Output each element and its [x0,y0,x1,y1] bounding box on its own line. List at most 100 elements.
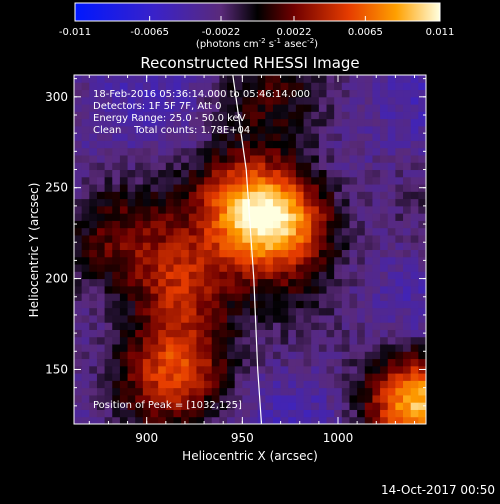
heatmap-cell [387,293,396,301]
y-tick-label: 200 [45,272,68,286]
heatmap-cell [74,104,83,112]
heatmap-cell [395,293,404,301]
heatmap-cell [196,416,205,424]
heatmap-cell [173,82,182,91]
heatmap-cell [349,234,358,243]
heatmap-cell [242,198,251,207]
heatmap-cell [410,191,419,200]
heatmap-cell [257,322,266,330]
heatmap-cell [250,198,259,207]
heatmap-cell [104,278,113,287]
heatmap-cell [181,162,190,171]
heatmap-cell [357,387,366,396]
heatmap-cell [104,184,113,192]
heatmap-cell [288,336,297,345]
heatmap-cell [372,256,381,265]
heatmap-cell [357,234,366,243]
heatmap-cell [265,205,274,214]
heatmap-cell [295,329,305,338]
heatmap-cell [165,133,174,141]
heatmap-cell [74,322,83,330]
heatmap-cell [364,387,373,396]
heatmap-cell [158,75,167,83]
heatmap-cell [349,140,358,149]
info-peak: Position of Peak = [1032,125] [93,400,242,411]
heatmap-cell [188,176,197,185]
heatmap-cell [150,300,159,309]
heatmap-cell [158,285,167,294]
heatmap-cell [112,264,121,272]
heatmap-cell [387,402,396,410]
heatmap-cell [181,227,190,236]
heatmap-cell [349,387,358,396]
heatmap-cell [234,358,243,367]
heatmap-cell [357,205,366,214]
heatmap-cell [211,213,220,221]
heatmap-cell [165,394,174,403]
heatmap-cell [403,147,412,156]
heatmap-cell [150,75,159,83]
heatmap-cell [219,242,228,250]
heatmap-cell [127,358,136,367]
heatmap-cell [142,285,152,294]
heatmap-cell [74,213,83,221]
heatmap-cell [96,89,106,98]
heatmap-cell [119,191,129,200]
heatmap-cell [173,409,182,418]
heatmap-cell [280,104,289,112]
heatmap-cell [234,162,243,171]
heatmap-cell [364,118,373,127]
heatmap-cell [127,220,136,229]
heatmap-cell [89,329,98,338]
heatmap-cell [142,336,152,345]
heatmap-cell [150,285,159,294]
heatmap-cell [280,293,289,301]
heatmap-cell [211,227,220,236]
heatmap-cell [219,351,228,360]
heatmap-cell [150,176,159,185]
heatmap-cell [204,227,213,236]
heatmap-cell [127,104,136,112]
heatmap-cell [142,140,152,149]
heatmap-cell [119,358,129,367]
heatmap-cell [96,409,106,418]
heatmap-cell [135,365,144,374]
heatmap-cell [204,169,213,178]
heatmap-cell [150,169,159,178]
heatmap-cell [418,358,426,367]
heatmap-cell [227,220,236,229]
heatmap-cell [158,387,167,396]
heatmap-cell [150,82,159,91]
heatmap-cell [387,140,396,149]
heatmap-cell [104,227,113,236]
heatmap-cell [349,111,358,120]
heatmap-cell [272,373,282,381]
heatmap-cell [280,111,289,120]
heatmap-cell [357,409,366,418]
heatmap-cell [318,351,328,360]
heatmap-cell [112,380,121,389]
heatmap-cell [326,89,335,98]
heatmap-cell [334,176,343,185]
heatmap-cell [234,125,243,134]
heatmap-cell [410,125,419,134]
heatmap-cell [395,147,404,156]
heatmap-cell [181,191,190,200]
heatmap-cell [349,365,358,374]
heatmap-cell [181,402,190,410]
heatmap-cell [89,169,98,178]
heatmap-cell [272,293,282,301]
heatmap-cell [204,351,213,360]
heatmap-cell [173,147,182,156]
heatmap-cell [104,249,113,258]
heatmap-cell [387,314,396,323]
heatmap-cell [119,278,129,287]
heatmap-cell [265,344,274,352]
heatmap-cell [410,184,419,192]
heatmap-cell [387,409,396,418]
heatmap-cell [403,89,412,98]
heatmap-cell [272,314,282,323]
heatmap-cell [257,184,266,192]
heatmap-cell [96,75,106,83]
heatmap-cell [127,89,136,98]
